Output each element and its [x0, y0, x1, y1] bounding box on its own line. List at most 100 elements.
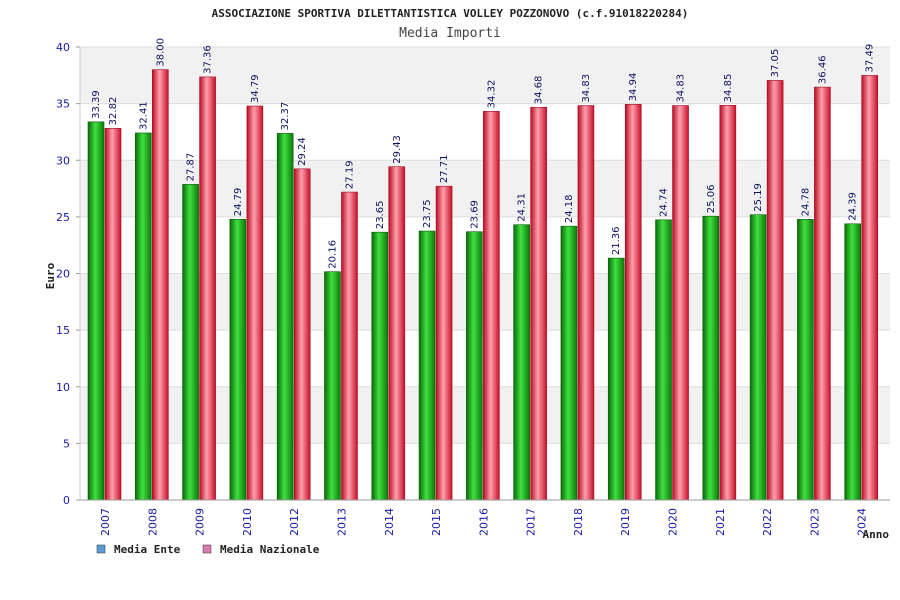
data-label: 36.46: [817, 55, 828, 84]
data-label: 34.94: [628, 73, 639, 102]
data-label: 34.32: [486, 80, 497, 109]
x-tick-label: 2019: [619, 508, 632, 536]
bar-media-nazionale: [672, 105, 689, 501]
bar-media-ente: [844, 223, 862, 501]
y-tick-label: 35: [56, 98, 70, 111]
x-tick-label: 2016: [477, 508, 490, 536]
y-tick-label: 20: [56, 268, 70, 281]
bar-media-nazionale: [199, 76, 216, 501]
y-tick-label: 15: [56, 324, 70, 337]
x-tick-label: 2022: [761, 508, 774, 536]
data-label: 23.65: [375, 201, 386, 230]
data-label: 25.19: [753, 183, 764, 212]
data-label: 24.74: [659, 188, 670, 217]
x-tick-label: 2012: [288, 508, 301, 536]
data-label: 34.85: [723, 74, 734, 103]
bar-media-ente: [276, 133, 294, 501]
bar-media-nazionale: [766, 80, 784, 501]
bar-media-ente: [229, 218, 247, 501]
data-labels: 33.39 32.82 32.41 38.00 27.87 37.36 24.79 34.79…: [91, 38, 876, 269]
data-label: 27.19: [344, 160, 355, 189]
x-tick-label: 2013: [335, 508, 348, 536]
bar-media-ente: [655, 219, 672, 501]
data-label: 21.36: [611, 226, 622, 255]
legend: Media Ente Media Nazionale: [96, 543, 320, 556]
data-label: 23.75: [422, 199, 433, 228]
bar-media-nazionale: [719, 105, 737, 501]
bar-media-nazionale: [624, 104, 642, 501]
bar-media-nazionale: [530, 106, 547, 501]
bar-media-nazionale: [435, 185, 453, 501]
legend-label-nazionale: Media Nazionale: [220, 543, 320, 556]
x-tick-label: 2021: [714, 508, 727, 536]
bar-media-nazionale: [577, 105, 595, 501]
data-label: 29.24: [297, 137, 308, 166]
bar-media-nazionale: [814, 86, 831, 501]
data-label: 37.36: [203, 45, 214, 74]
x-tick-label: 2008: [146, 508, 159, 536]
x-tick-label: 2014: [383, 508, 396, 536]
bar-media-ente: [607, 257, 625, 501]
data-label: 24.78: [800, 188, 811, 217]
bar-media-nazionale: [104, 128, 122, 501]
data-label: 24.31: [517, 193, 528, 222]
y-tick-label: 25: [56, 211, 70, 224]
bar-media-ente: [371, 231, 389, 501]
bar-media-ente: [797, 219, 814, 501]
data-label: 34.83: [581, 74, 592, 103]
data-label: 37.49: [865, 44, 876, 73]
data-label: 24.79: [233, 188, 244, 217]
bar-media-nazionale: [861, 75, 879, 501]
x-tick-label: 2017: [525, 508, 538, 536]
x-tick-label: 2010: [241, 508, 254, 536]
bar-media-nazionale: [246, 105, 264, 501]
y-tick-label: 30: [56, 154, 70, 167]
data-label: 25.06: [706, 185, 717, 214]
legend-swatch-ente: [96, 544, 106, 554]
y-tick-label: 40: [56, 41, 70, 54]
y-tick-label: 10: [56, 381, 70, 394]
chart-subtitle: Media Importi: [399, 26, 501, 41]
bar-media-nazionale: [151, 69, 169, 501]
bar-media-ente: [466, 231, 483, 501]
data-label: 37.05: [770, 49, 781, 78]
y-axis-label: Euro: [44, 262, 57, 289]
bar-media-nazionale: [293, 168, 311, 501]
bar-media-ente: [560, 225, 578, 501]
x-axis-label: Anno: [863, 528, 890, 541]
data-label: 34.83: [676, 74, 687, 103]
data-label: 24.18: [564, 195, 575, 224]
y-axis-ticks: 0 5 10 15 20 25 30 35 40: [56, 41, 80, 507]
bar-media-ente: [87, 121, 105, 501]
data-label: 34.79: [250, 74, 261, 103]
x-tick-label: 2007: [99, 508, 112, 536]
x-tick-label: 2018: [572, 508, 585, 536]
data-label: 32.37: [280, 102, 291, 131]
chart-title: ASSOCIAZIONE SPORTIVA DILETTANTISTICA VO…: [212, 7, 689, 20]
data-label: 20.16: [327, 240, 338, 269]
data-label: 29.43: [392, 135, 403, 164]
data-label: 34.68: [534, 76, 545, 105]
bar-media-ente: [513, 224, 530, 501]
data-label: 23.69: [469, 200, 480, 229]
x-axis-ticks: 2007 2008 2009 2010 2012 2013 2014 2015 2016 2017…: [99, 508, 869, 536]
bar-media-ente: [702, 215, 720, 501]
data-label: 32.82: [108, 97, 119, 126]
bar-media-ente: [418, 230, 436, 501]
y-tick-label: 0: [63, 494, 70, 507]
legend-swatch-nazionale: [202, 544, 212, 554]
data-label: 27.71: [439, 155, 450, 184]
legend-label-ente: Media Ente: [114, 543, 181, 556]
data-label: 32.41: [138, 101, 149, 130]
x-tick-label: 2023: [808, 508, 821, 536]
data-label: 24.39: [848, 192, 859, 221]
x-tick-label: 2009: [194, 508, 207, 536]
x-tick-label: 2020: [667, 508, 680, 536]
data-label: 38.00: [155, 38, 166, 67]
y-tick-label: 5: [63, 437, 70, 450]
bar-media-ente: [324, 271, 341, 501]
data-label: 27.87: [186, 153, 197, 182]
bar-media-ente: [134, 132, 152, 501]
data-label: 33.39: [91, 90, 102, 119]
